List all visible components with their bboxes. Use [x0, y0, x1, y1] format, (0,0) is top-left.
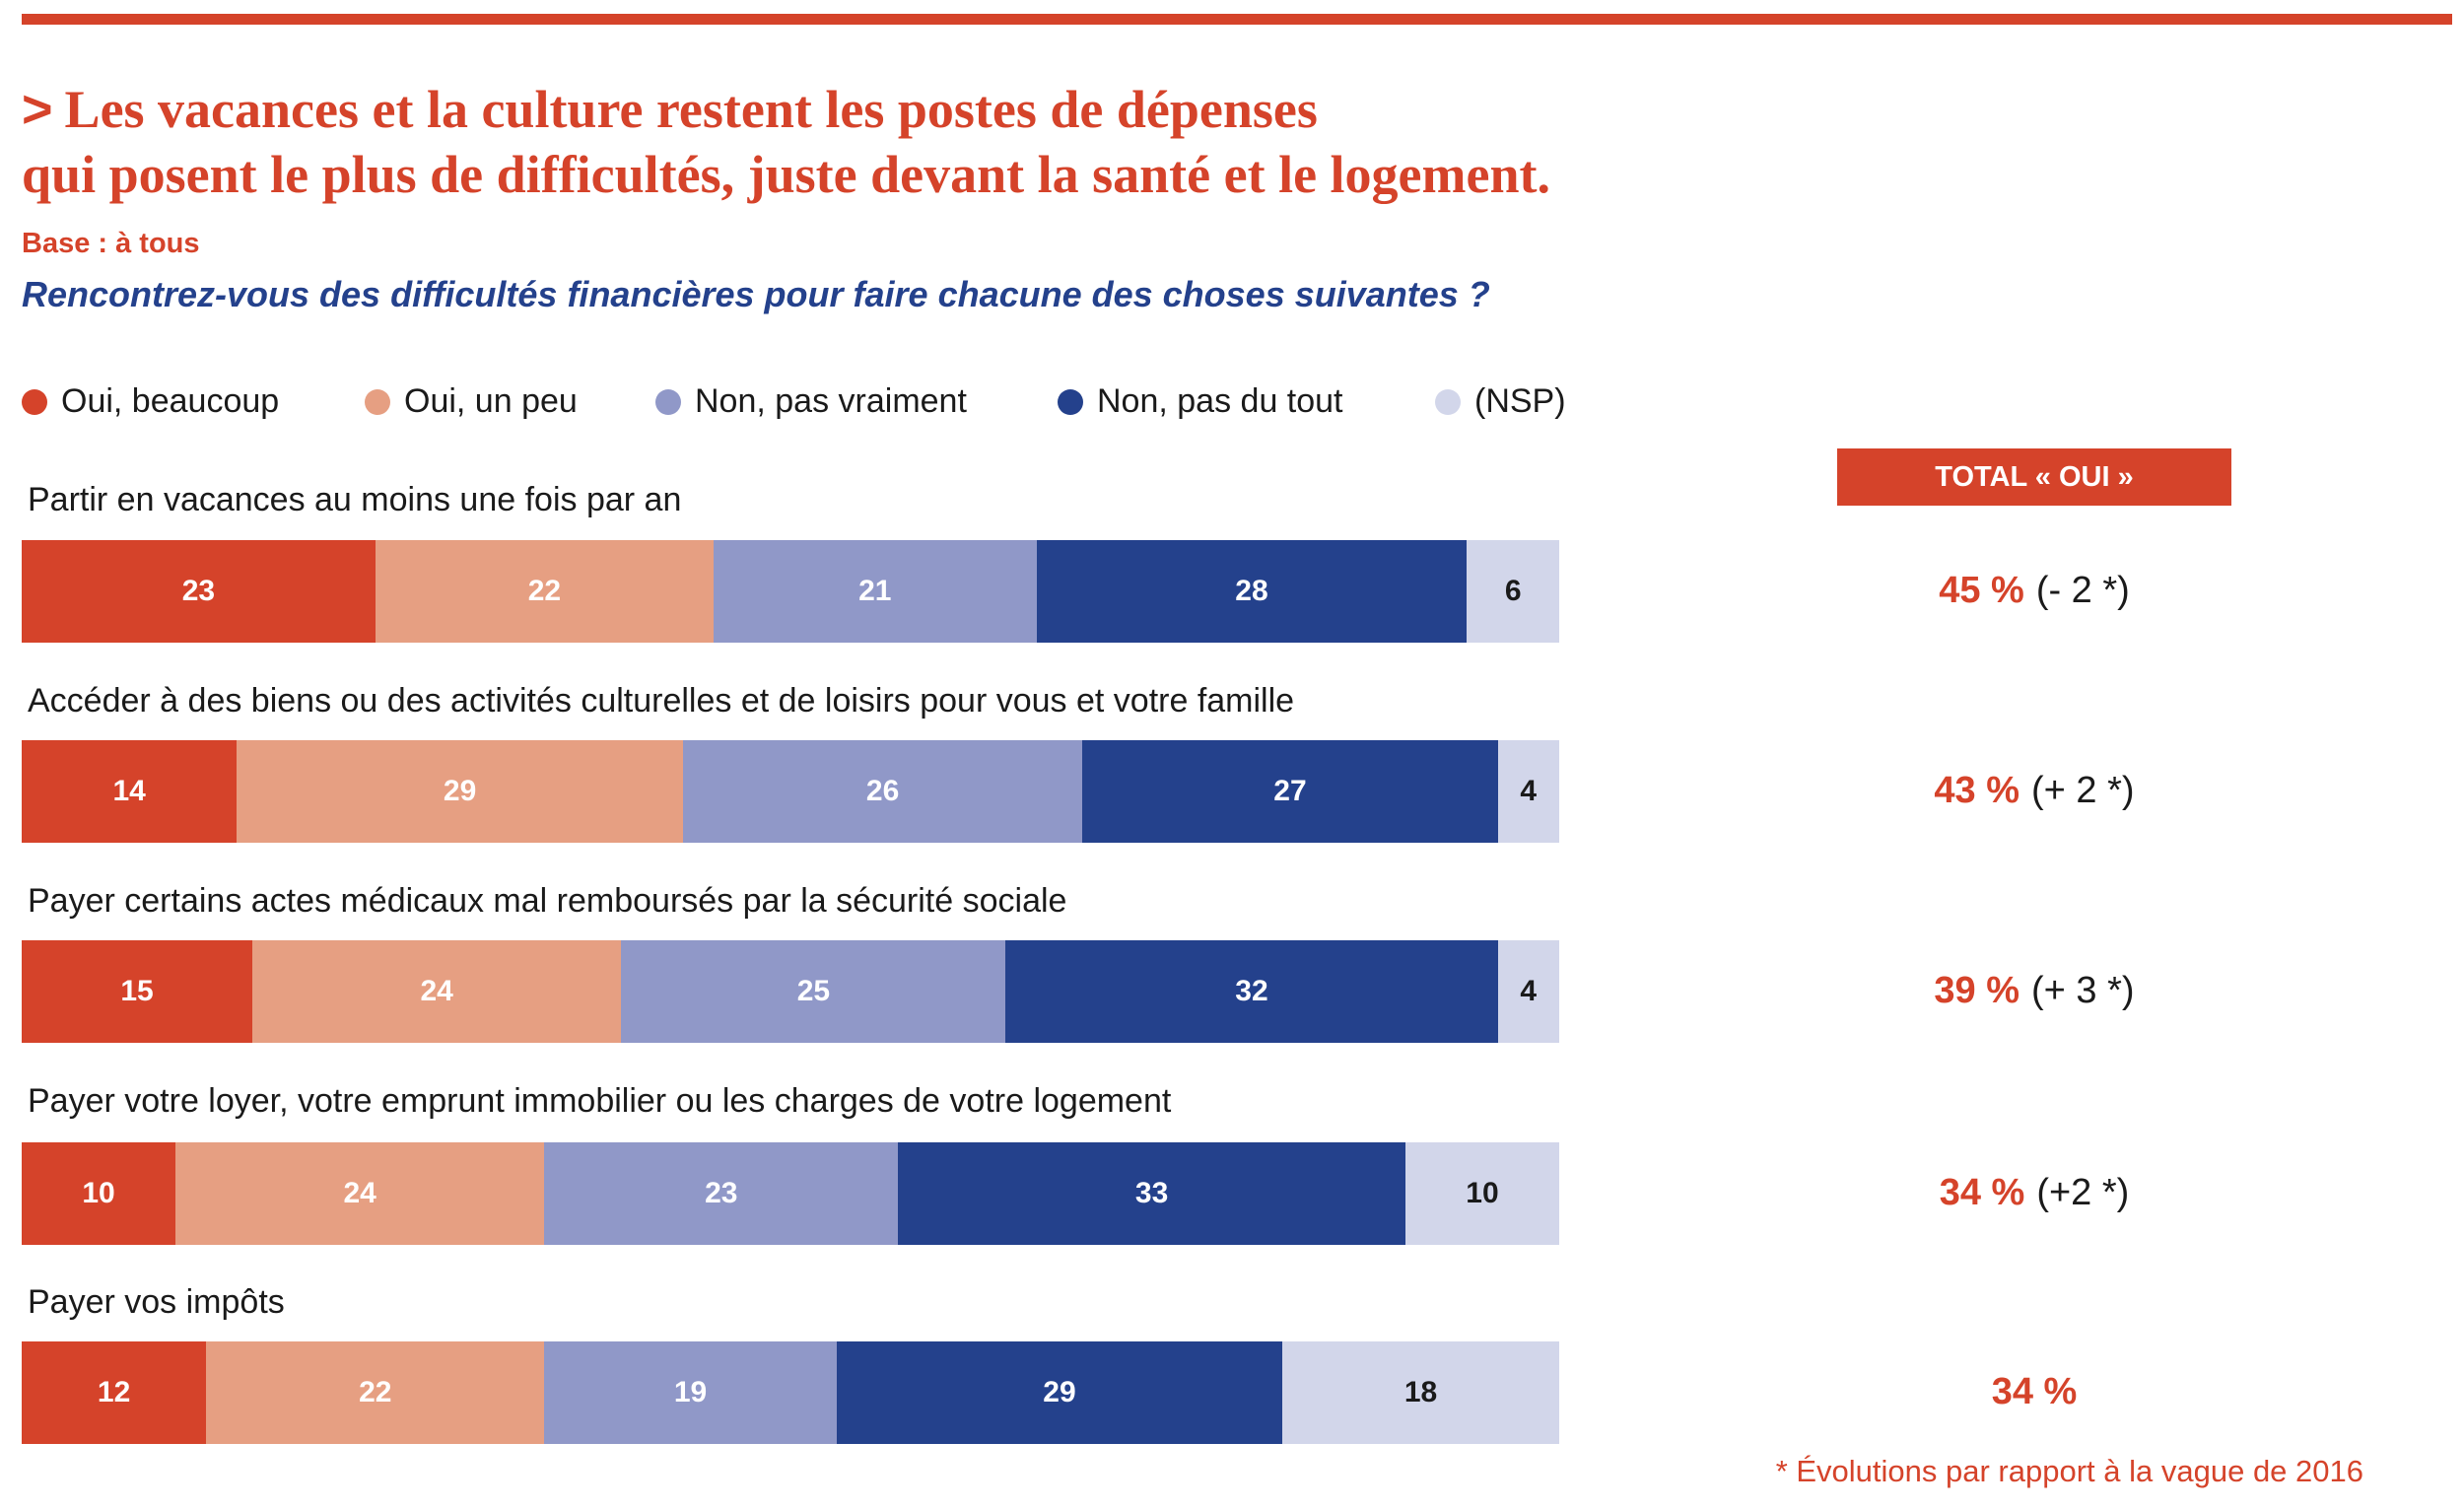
bar-segment: 26 [682, 740, 1083, 843]
legend-swatch [1058, 388, 1083, 415]
total-percent: 39 % [1934, 970, 2020, 1011]
bar-segment: 22 [206, 1341, 545, 1444]
total-percent: 45 % [1939, 570, 2024, 611]
bar-segment: 28 [1036, 540, 1468, 643]
legend-label: Non, pas du tout [1097, 382, 1343, 420]
stacked-bar: 12 22 19 29 18 [22, 1341, 1559, 1444]
bar-segment: 18 [1282, 1341, 1559, 1444]
legend: Oui, beaucoup Oui, un peu Non, pas vraimen… [22, 382, 1579, 432]
evolution-value: (+ 2 *) [2031, 770, 2135, 811]
bar-segment: 23 [22, 540, 376, 643]
bar-segment: 29 [237, 740, 683, 843]
legend-item: Oui, un peu [365, 382, 578, 421]
bar-segment: 23 [544, 1142, 899, 1245]
legend-swatch [1435, 388, 1461, 415]
chevron-right-icon: > [22, 80, 53, 139]
evolution-value: (+ 3 *) [2031, 970, 2135, 1011]
title-line-2: qui posent le plus de difficultés, juste… [22, 145, 1550, 204]
total-percent: 43 % [1934, 770, 2020, 811]
bar-segment: 32 [1005, 940, 1498, 1043]
stacked-bar: 23 22 21 28 6 [22, 540, 1559, 643]
evolution-value: (+2 *) [2036, 1172, 2130, 1213]
bar-segment: 25 [621, 940, 1006, 1043]
bar-segment: 29 [836, 1341, 1283, 1444]
bar-segment: 27 [1082, 740, 1498, 843]
top-accent-bar [22, 14, 2452, 25]
legend-item: Non, pas du tout [1058, 382, 1343, 421]
category-label: Accéder à des biens ou des activités cul… [28, 682, 1295, 720]
bar-segment: 4 [1497, 940, 1559, 1043]
bar-segment: 10 [1404, 1142, 1559, 1245]
legend-item: (NSP) [1435, 382, 1566, 421]
legend-swatch [22, 388, 47, 415]
legend-swatch [655, 388, 681, 415]
total-percent: 34 % [1991, 1371, 2078, 1412]
legend-item: Oui, beaucoup [22, 382, 279, 421]
bar-segment: 24 [252, 940, 622, 1043]
total-oui-value: 34 % [1837, 1371, 2231, 1413]
legend-label: Non, pas vraiment [695, 382, 967, 420]
total-oui-value: 45 % (- 2 *) [1837, 570, 2231, 612]
legend-label: Oui, beaucoup [61, 382, 280, 420]
footnote: * Évolutions par rapport à la vague de 2… [1775, 1454, 2363, 1488]
bar-segment: 10 [22, 1142, 175, 1245]
bar-segment: 24 [175, 1142, 545, 1245]
chart-title: > Les vacances et la culture restent les … [22, 77, 1894, 207]
total-oui-value: 43 % (+ 2 *) [1837, 770, 2231, 812]
bar-segment: 14 [22, 740, 238, 843]
total-percent: 34 % [1939, 1172, 2025, 1213]
total-oui-value: 34 % (+2 *) [1837, 1172, 2231, 1214]
legend-label: (NSP) [1474, 382, 1566, 420]
bar-segment: 33 [898, 1142, 1405, 1245]
bar-segment: 21 [713, 540, 1037, 643]
legend-item: Non, pas vraiment [655, 382, 967, 421]
legend-label: Oui, un peu [404, 382, 578, 420]
base-note: Base : à tous [22, 228, 200, 259]
category-label: Payer votre loyer, votre emprunt immobil… [28, 1082, 1172, 1120]
total-oui-value: 39 % (+ 3 *) [1837, 970, 2231, 1012]
bar-segment: 6 [1467, 540, 1559, 643]
category-label: Payer vos impôts [28, 1283, 285, 1321]
title-line-1: Les vacances et la culture restent les p… [64, 80, 1318, 139]
bar-segment: 15 [22, 940, 252, 1043]
stacked-bar: 10 24 23 33 10 [22, 1142, 1559, 1245]
bar-segment: 19 [544, 1341, 837, 1444]
evolution-value: (- 2 *) [2035, 570, 2130, 611]
stacked-bar: 15 24 25 32 4 [22, 940, 1559, 1043]
bar-segment: 4 [1497, 740, 1559, 843]
bar-segment: 12 [22, 1341, 207, 1444]
survey-question: Rencontrez-vous des difficultés financiè… [22, 274, 1490, 314]
legend-swatch [365, 388, 390, 415]
bar-segment: 22 [375, 540, 714, 643]
total-oui-header: TOTAL « OUI » [1837, 448, 2231, 506]
stacked-bar: 14 29 26 27 4 [22, 740, 1559, 843]
category-label: Partir en vacances au moins une fois par… [28, 481, 682, 518]
category-label: Payer certains actes médicaux mal rembou… [28, 882, 1067, 920]
